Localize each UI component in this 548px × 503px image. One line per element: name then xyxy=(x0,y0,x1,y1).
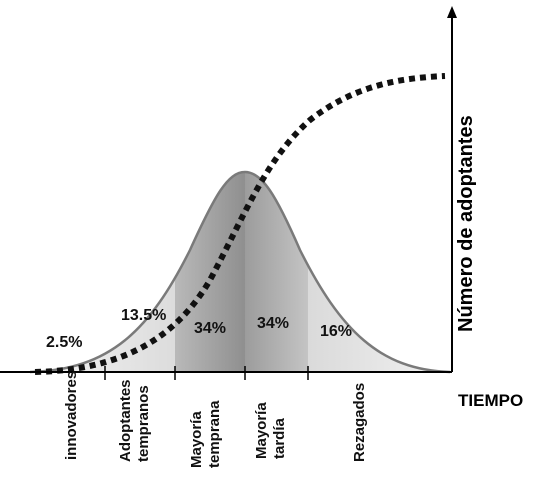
category-early-adopters: Adoptantes tempranos xyxy=(117,375,152,462)
percent-early-adopters: 13.5% xyxy=(121,307,166,324)
category-innovators: innovadores xyxy=(63,371,80,460)
region-laggards xyxy=(308,172,450,372)
category-early-majority: Mayoría temprana xyxy=(188,400,223,468)
x-axis-label: TIEMPO xyxy=(458,391,523,410)
percent-laggards: 16% xyxy=(320,323,352,340)
region-late-majority xyxy=(245,172,308,372)
percent-late-majority: 34% xyxy=(257,315,289,332)
category-laggards: Rezagados xyxy=(351,383,368,462)
percent-innovators: 2.5% xyxy=(46,334,82,351)
bell-curve-outline xyxy=(29,170,451,374)
bell-curve-fill xyxy=(30,172,450,372)
y-axis-arrow-icon xyxy=(447,6,457,18)
percent-early-majority: 34% xyxy=(194,320,226,337)
region-early-majority xyxy=(175,172,245,372)
s-curve-dotted xyxy=(34,73,446,375)
category-late-majority: Mayoría tardía xyxy=(253,398,288,459)
y-axis-label: Número de adoptantes xyxy=(455,115,477,332)
